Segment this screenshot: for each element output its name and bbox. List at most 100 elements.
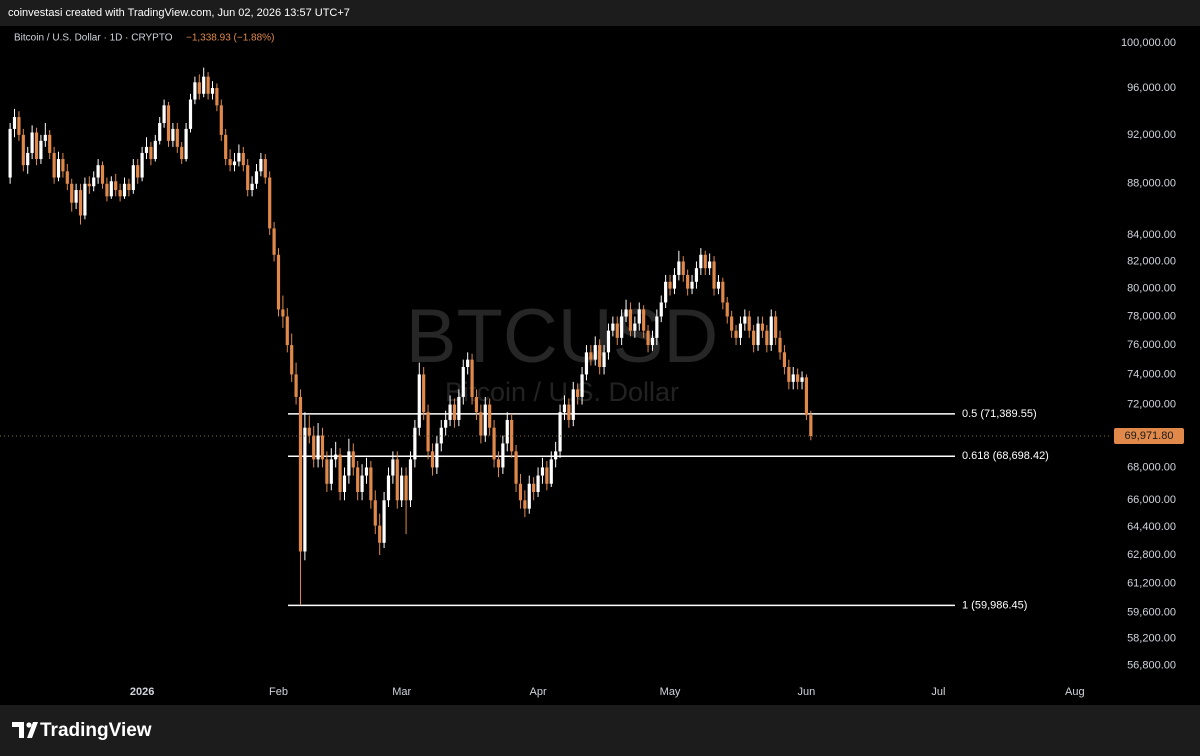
fib-label: 0.618 (68,698.42) xyxy=(962,450,1049,462)
symbol-title: Bitcoin / U.S. Dollar · 1D · CRYPTO xyxy=(14,33,173,44)
candle-body xyxy=(501,443,505,468)
candle-body xyxy=(699,254,703,269)
candle-body xyxy=(8,128,12,178)
candle-body xyxy=(254,171,259,184)
candle-body xyxy=(567,404,571,420)
candle-body xyxy=(650,337,655,346)
x-tick-label: Aug xyxy=(1065,686,1085,698)
candle-body xyxy=(241,152,245,166)
candle-body xyxy=(408,459,413,501)
candle-body xyxy=(580,374,584,397)
candle-body xyxy=(694,268,699,282)
candle-body xyxy=(30,132,34,153)
candle-body xyxy=(540,467,545,476)
candle-body xyxy=(664,281,668,303)
caption: coinvestasi created with TradingView.com… xyxy=(8,7,350,19)
candle-body xyxy=(175,128,179,147)
candle-body xyxy=(144,146,149,153)
candle-body xyxy=(272,228,276,255)
candle-body xyxy=(611,323,615,331)
candle-body xyxy=(646,330,650,346)
candle-body xyxy=(378,525,382,543)
candle-body xyxy=(549,459,553,484)
candle-body xyxy=(483,404,487,436)
candle-body xyxy=(382,500,386,543)
candle-body xyxy=(325,459,329,484)
candle-body xyxy=(615,323,619,338)
last-price-label: 69,971.80 xyxy=(1125,430,1174,442)
candle-body xyxy=(369,467,373,501)
candle-body xyxy=(598,345,602,368)
candle-body xyxy=(633,323,637,331)
plot: 100,000.00 96,000.00 92,000.00 88,000.00 84,… xyxy=(0,37,1184,698)
candle-body xyxy=(39,140,43,160)
candle-body xyxy=(492,427,496,460)
candle-body xyxy=(166,105,171,141)
x-tick-label: Feb xyxy=(269,686,288,698)
y-tick-label: 76,000.00 xyxy=(1127,339,1176,351)
candle-body xyxy=(12,117,17,129)
candle-body xyxy=(114,181,118,191)
candle-body xyxy=(562,404,567,413)
y-tick-label: 82,000.00 xyxy=(1127,255,1176,267)
candle-body xyxy=(188,99,193,129)
candle-body xyxy=(347,451,351,476)
watermark-subtitle: Bitcoin / U.S. Dollar xyxy=(445,377,679,407)
footer xyxy=(0,705,1200,756)
candle-body xyxy=(809,415,813,436)
candle-body xyxy=(316,435,320,460)
candle-body xyxy=(800,377,804,382)
candle-body xyxy=(136,165,140,178)
candle-body xyxy=(127,183,131,191)
candle-body xyxy=(386,475,391,501)
candle-body xyxy=(395,459,399,501)
fib-label: 0.5 (71,389.55) xyxy=(962,408,1037,420)
candle-body xyxy=(536,475,540,492)
candle-body xyxy=(180,146,184,160)
candle-body xyxy=(100,165,105,184)
candle-body xyxy=(659,302,663,317)
candle-body xyxy=(312,435,316,460)
candle-body xyxy=(523,500,527,509)
y-tick-label: 58,200.00 xyxy=(1127,633,1176,645)
y-tick-label: 80,000.00 xyxy=(1127,283,1176,295)
candle-body xyxy=(206,76,210,94)
candle-body xyxy=(769,316,773,346)
candle-body xyxy=(400,475,404,501)
candle-body xyxy=(461,367,465,397)
candle-body xyxy=(532,483,536,492)
candle-body xyxy=(356,467,360,492)
candle-body xyxy=(131,165,135,191)
y-tick-label: 62,800.00 xyxy=(1127,549,1176,561)
candle-body xyxy=(153,140,157,160)
candle-body xyxy=(708,261,712,269)
y-tick-label: 92,000.00 xyxy=(1127,129,1176,141)
candle-body xyxy=(778,337,782,353)
candle-body xyxy=(686,274,690,289)
candle-body xyxy=(796,374,800,382)
candle-body xyxy=(589,352,593,360)
candle-body xyxy=(518,483,523,501)
candle-body xyxy=(87,183,91,187)
candle-body xyxy=(479,412,483,436)
candle-body xyxy=(338,454,342,492)
candle-body xyxy=(457,396,461,420)
candle-body xyxy=(140,152,144,178)
candle-body xyxy=(158,122,162,141)
candle-body xyxy=(510,419,514,452)
candle-body xyxy=(250,183,254,191)
y-tick-label: 100,000.00 xyxy=(1121,37,1176,49)
candle-body xyxy=(738,323,743,338)
candle-body xyxy=(268,177,272,229)
candle-body xyxy=(602,352,606,368)
x-tick-label: Apr xyxy=(529,686,546,698)
candle-body xyxy=(351,451,355,468)
logo xyxy=(12,722,38,738)
candle-body xyxy=(752,330,756,346)
y-tick-label: 72,000.00 xyxy=(1127,398,1176,410)
fib-label: 1 (59,986.45) xyxy=(962,599,1027,611)
candle-body xyxy=(422,374,426,413)
candle-body xyxy=(774,316,778,338)
